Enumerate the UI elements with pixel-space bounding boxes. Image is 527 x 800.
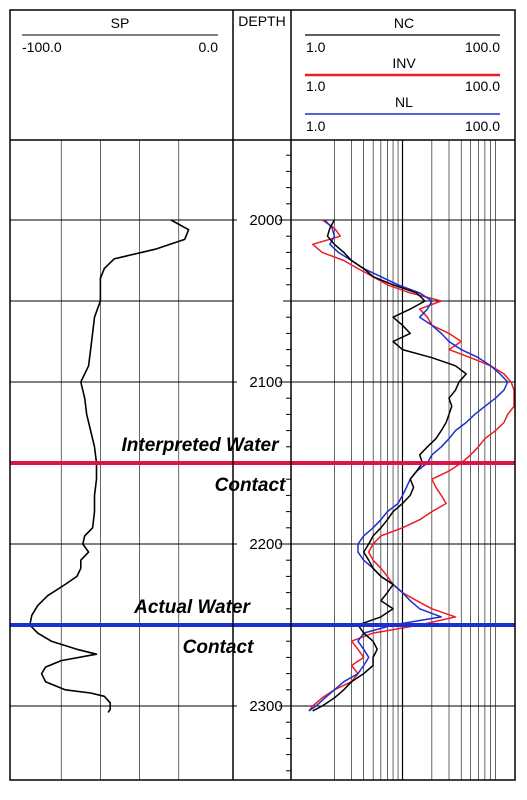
nl-scale-min: 1.0 — [306, 118, 326, 134]
grid-layer — [10, 140, 515, 780]
actual-contact-label-2: Contact — [183, 637, 254, 658]
inv-scale-min: 1.0 — [306, 78, 326, 94]
nl-curve — [308, 219, 509, 712]
nl-curve-title: NL — [395, 94, 413, 110]
inv-scale-max: 100.0 — [465, 78, 500, 94]
nc-curve — [312, 219, 467, 712]
interpreted-contact-label-2: Contact — [215, 475, 286, 496]
inv-curve — [308, 219, 515, 712]
nl-scale-max: 100.0 — [465, 118, 500, 134]
nc-curve-title: NC — [394, 15, 414, 31]
nc-scale-max: 100.0 — [465, 39, 500, 55]
chart-frame — [9, 9, 516, 781]
depth-tick-label: 2100 — [249, 374, 282, 391]
actual-contact-label-1: Actual Water — [133, 597, 251, 618]
depth-track-title: DEPTH — [238, 13, 285, 29]
depth-tick-label: 2300 — [249, 698, 282, 715]
marker-layer — [10, 461, 515, 627]
depth-tick-label: 2000 — [249, 212, 282, 229]
interpreted-contact-label-1: Interpreted Water — [122, 435, 281, 456]
nc-scale-min: 1.0 — [306, 39, 326, 55]
curve-layer — [28, 219, 515, 713]
header: SP -100.0 0.0 DEPTH NC 1.0 100.0 INV 1.0… — [22, 13, 500, 134]
inv-curve-title: INV — [392, 55, 416, 71]
sp-track-title: SP — [111, 15, 130, 31]
sp-curve — [28, 219, 190, 713]
depth-tick-label: 2200 — [249, 536, 282, 553]
sp-scale-max: 0.0 — [199, 39, 219, 55]
sp-scale-min: -100.0 — [22, 39, 62, 55]
